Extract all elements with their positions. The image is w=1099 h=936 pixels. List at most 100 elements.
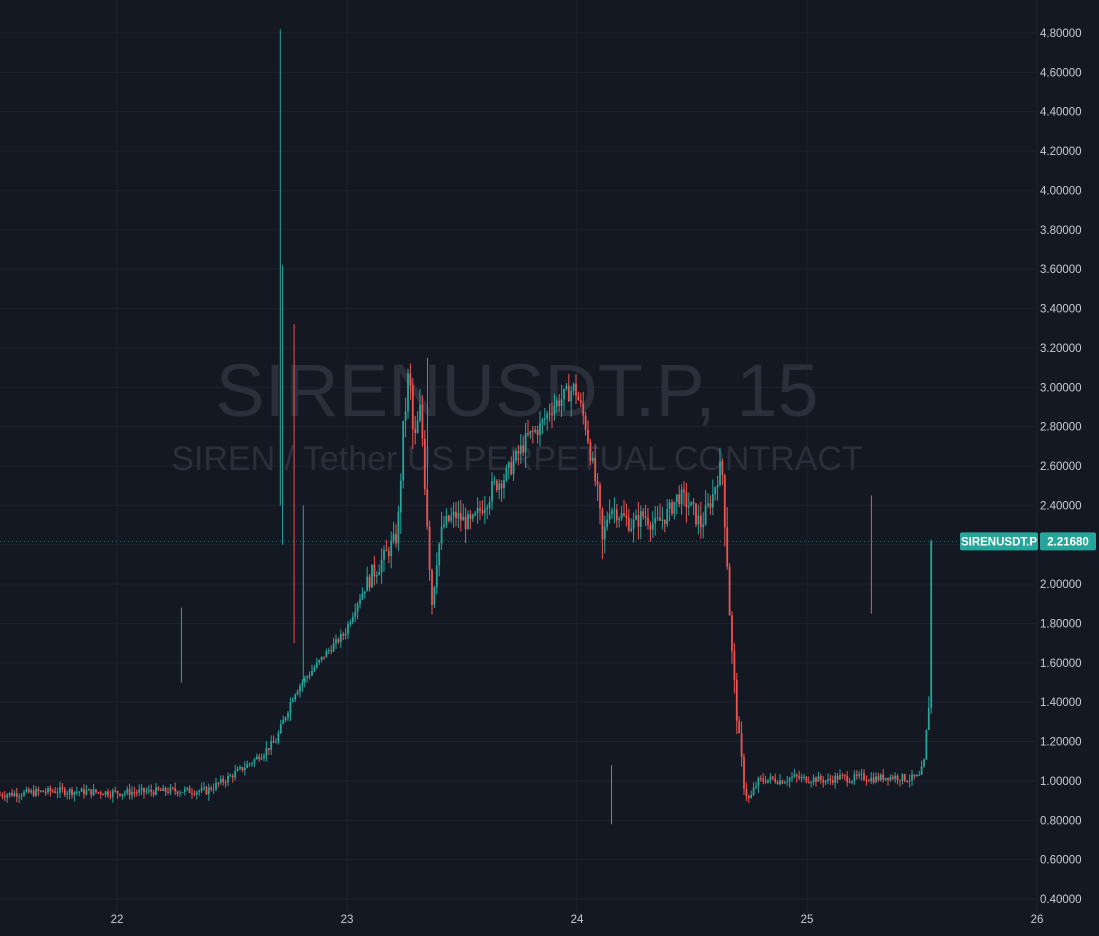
candle-body [222, 778, 225, 783]
candle-body [755, 786, 757, 788]
candle-body [20, 795, 23, 797]
candle-body [719, 461, 721, 486]
y-tick-label: 1.80000 [1040, 618, 1082, 630]
candle-body [877, 776, 880, 780]
candle-body [47, 788, 49, 793]
candle-body [618, 518, 621, 521]
price-badge [1040, 532, 1096, 551]
candle-body [260, 758, 263, 760]
candle-body [512, 460, 515, 475]
symbol-badge-text: SIRENUSDT.P [961, 536, 1037, 548]
candle-body [843, 775, 846, 777]
candle-body [541, 419, 544, 423]
candle-body [579, 400, 582, 404]
candle-body [548, 413, 551, 415]
candle-body [668, 502, 671, 510]
candle-body [229, 775, 232, 777]
candle-body [759, 777, 762, 779]
candle-body [781, 780, 784, 784]
candle-body [157, 787, 160, 790]
candle-body [651, 523, 654, 530]
candle-body [327, 650, 330, 652]
candle-body [73, 791, 76, 796]
candle-body [217, 782, 220, 784]
candle-body [219, 778, 222, 784]
candle-body [0, 794, 1, 796]
candle-body [795, 774, 798, 777]
candle-body [656, 517, 659, 519]
candle-body [335, 639, 337, 644]
candle-body [481, 510, 484, 514]
candle-body [411, 385, 414, 430]
candle-body [380, 559, 383, 573]
symbol-badge [960, 532, 1038, 551]
candle-body [111, 790, 114, 797]
candle-body [488, 501, 491, 508]
candle-body [769, 776, 772, 780]
candle-body [186, 787, 189, 789]
candle-body [215, 782, 217, 790]
candle-body [469, 514, 472, 519]
candle-body [162, 787, 165, 791]
candle-body [109, 795, 112, 797]
candle-body [546, 413, 549, 419]
candle-body [248, 763, 251, 765]
candle-body [901, 774, 904, 781]
candle-body [839, 774, 841, 780]
y-tick-label: 4.60000 [1040, 67, 1082, 79]
candle-body [731, 615, 733, 652]
candle-body [507, 462, 510, 468]
candle-body [121, 794, 124, 796]
y-tick-label: 2.00000 [1040, 579, 1082, 591]
candle-body [911, 774, 913, 781]
candle-body [277, 733, 280, 743]
candle-body [678, 494, 681, 505]
candle-body [630, 528, 633, 531]
candle-body [505, 467, 508, 481]
candle-body [495, 480, 498, 490]
candle-body [452, 511, 455, 517]
candle-body [459, 512, 462, 521]
candle-body [531, 430, 534, 432]
candle-body [791, 776, 793, 779]
candle-body [318, 659, 321, 663]
candle-body [591, 457, 594, 462]
candle-body [915, 775, 918, 777]
candle-body [889, 776, 892, 781]
candle-body [15, 793, 18, 797]
candle-body [56, 792, 59, 794]
candle-body [188, 787, 191, 793]
candle-body [671, 502, 673, 514]
candle-body [375, 575, 378, 577]
candle-body [174, 788, 177, 792]
candle-body [625, 515, 628, 518]
candle-body [752, 787, 755, 795]
y-tick-label: 1.60000 [1040, 658, 1082, 670]
candle-body [733, 651, 736, 680]
candle-body [138, 789, 141, 793]
price-axis[interactable]: 0.40000 0.60000 0.80000 1.00000 1.20000 1.400… [1040, 28, 1082, 906]
candle-body [927, 707, 930, 731]
price-badge-text: 2.21680 [1047, 536, 1089, 548]
candle-body [555, 400, 558, 407]
candle-body [467, 514, 469, 529]
candle-body [887, 777, 889, 781]
y-tick-label: 0.60000 [1040, 855, 1082, 867]
candle-body [44, 792, 47, 794]
candle-body [858, 774, 861, 776]
candle-body [347, 623, 349, 634]
time-axis[interactable]: 22 23 24 25 26 [111, 914, 1044, 926]
candle-body [699, 515, 702, 528]
candle-body [25, 789, 28, 792]
candle-body [831, 780, 834, 783]
candle-body [464, 516, 467, 529]
candle-body [282, 720, 285, 724]
watermark-title: SIRENUSDT.P, 15 [215, 349, 818, 432]
candle-body [349, 622, 352, 624]
candle-body [404, 411, 407, 421]
candle-body [683, 489, 685, 493]
candle-body [486, 507, 489, 510]
candle-body [133, 792, 136, 794]
candle-body [6, 794, 9, 798]
